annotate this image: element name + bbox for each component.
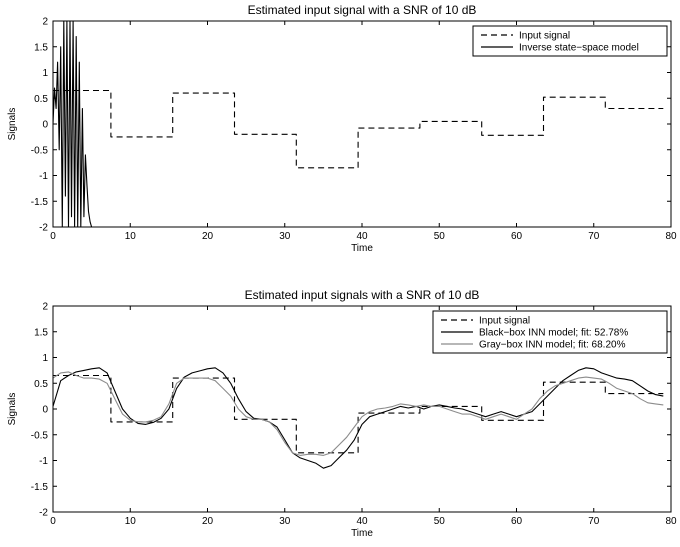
series-line-1: [53, 374, 664, 454]
y-tick-label: -0.5: [31, 430, 49, 441]
legend-box: [472, 25, 668, 57]
x-axis-label: Time: [351, 528, 373, 539]
series-line-2: [53, 367, 664, 469]
x-tick-label: 80: [665, 516, 677, 527]
y-axis-label: Signals: [7, 108, 18, 141]
y-tick-label: 0.5: [34, 94, 48, 105]
y-axis-label: Signals: [7, 393, 18, 426]
plot-area: [53, 21, 664, 227]
x-tick-label: 10: [125, 231, 137, 242]
y-tick-label: 2: [42, 17, 48, 28]
x-tick-label: 30: [279, 231, 291, 242]
y-tick-label: -2: [39, 508, 48, 519]
y-tick-label: -1: [39, 456, 48, 467]
x-tick-label: 50: [434, 231, 446, 242]
legend-entry: Black−box INN model; fit: 52.78%: [479, 328, 628, 339]
x-tick-label: 60: [511, 516, 523, 527]
legend-entry: Inverse state−space model: [519, 43, 639, 54]
x-tick-label: 40: [356, 231, 368, 242]
x-tick-label: 30: [279, 516, 291, 527]
x-tick-label: 0: [50, 516, 56, 527]
y-tick-label: 2: [42, 302, 48, 313]
x-tick-label: 10: [125, 516, 137, 527]
x-axis-label: Time: [351, 243, 373, 254]
chart-1: Estimated input signal with a SNR of 10 …: [7, 3, 677, 254]
legend-entry: Input signal: [479, 316, 530, 327]
y-tick-label: 1: [42, 353, 48, 364]
x-tick-label: 40: [356, 516, 368, 527]
y-tick-label: -1.5: [31, 482, 49, 493]
y-tick-label: -1: [39, 171, 48, 182]
series-line-3: [53, 371, 664, 456]
x-tick-label: 70: [588, 231, 600, 242]
chart-title: Estimated input signal with a SNR of 10 …: [248, 3, 477, 17]
y-tick-label: 1.5: [34, 327, 48, 338]
legend-entry: Input signal: [519, 31, 570, 42]
x-tick-label: 0: [50, 231, 56, 242]
series-line-1: [53, 89, 664, 169]
y-tick-label: -2: [39, 223, 48, 234]
chart-title: Estimated input signals with a SNR of 10…: [245, 288, 480, 302]
x-tick-label: 20: [202, 516, 214, 527]
y-tick-label: 0: [42, 405, 48, 416]
plot-area: [53, 367, 664, 469]
series-line-2: [53, 21, 94, 227]
x-tick-label: 70: [588, 516, 600, 527]
chart-2: Estimated input signals with a SNR of 10…: [7, 288, 677, 539]
y-tick-label: -1.5: [31, 197, 49, 208]
x-tick-label: 50: [434, 516, 446, 527]
y-tick-label: 1.5: [34, 42, 48, 53]
x-tick-label: 20: [202, 231, 214, 242]
y-tick-label: 0.5: [34, 379, 48, 390]
x-tick-label: 60: [511, 231, 523, 242]
legend-entry: Gray−box INN model; fit: 68.20%: [479, 340, 626, 351]
y-tick-label: -0.5: [31, 145, 49, 156]
y-tick-label: 1: [42, 68, 48, 79]
x-tick-label: 80: [665, 231, 677, 242]
y-tick-label: 0: [42, 120, 48, 131]
